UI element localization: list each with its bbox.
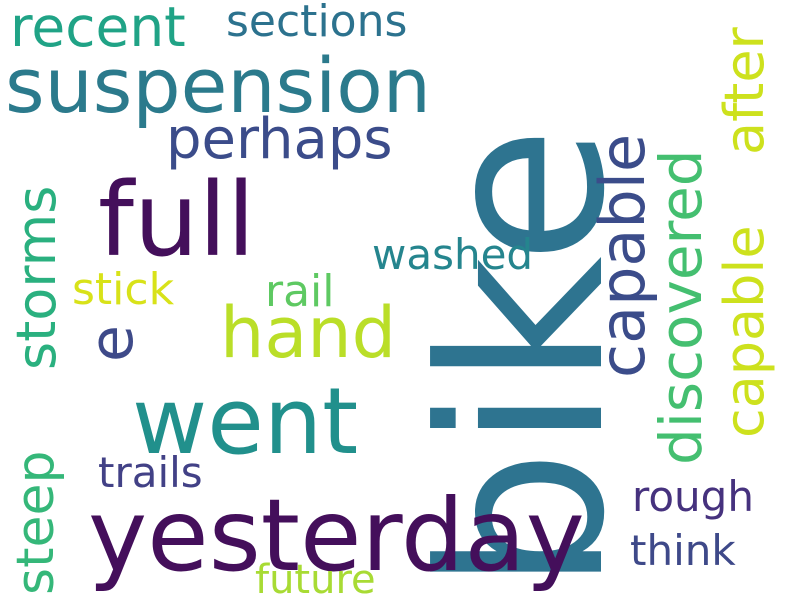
word-washed-text: washed <box>372 230 534 279</box>
word-suspension-text: suspension <box>5 41 431 130</box>
word-e-text: e <box>77 325 147 362</box>
word-yesterday: yesterday <box>88 486 618 586</box>
word-yesterday-text: yesterday <box>88 477 585 594</box>
word-sections: sections <box>226 0 461 48</box>
word-trails-text: trails <box>98 448 203 497</box>
word-perhaps-text: perhaps <box>166 107 393 172</box>
word-washed: washed <box>372 234 552 278</box>
word-perhaps: perhaps <box>166 112 421 172</box>
word-rough: rough <box>632 476 784 520</box>
word-rail-text: rail <box>265 266 335 317</box>
word-went: went <box>132 376 372 468</box>
word-steep: steep <box>6 410 68 595</box>
word-storms-text: storms <box>5 185 68 370</box>
word-steep-text: steep <box>6 450 66 595</box>
word-think-text: think <box>630 526 736 575</box>
word-full-text: full <box>98 161 256 280</box>
word-hand: hand <box>220 298 405 370</box>
word-stick-text: stick <box>72 264 175 315</box>
word-think: think <box>630 530 785 574</box>
word-after-text: after <box>713 27 776 155</box>
word-sections-text: sections <box>226 0 408 47</box>
word-e: e <box>77 318 147 362</box>
word-recent: recent <box>10 0 225 60</box>
word-suspension: suspension <box>5 48 460 128</box>
word-went-text: went <box>132 368 359 475</box>
word-capable-1-text: capable <box>586 133 659 378</box>
word-future-text: future <box>255 557 376 600</box>
word-after: after <box>713 5 778 155</box>
word-capable-2: capable <box>713 148 778 438</box>
word-recent-text: recent <box>10 0 186 59</box>
word-trails: trails <box>98 452 268 496</box>
word-capable-2-text: capable <box>713 225 776 438</box>
word-full: full <box>98 170 328 275</box>
word-storms: storms <box>5 150 70 370</box>
word-rough-text: rough <box>632 472 754 521</box>
word-hand-text: hand <box>220 292 397 374</box>
word-discovered-text: discovered <box>647 149 715 465</box>
word-future: future <box>255 560 415 600</box>
word-stick: stick <box>72 268 222 314</box>
word-rail: rail <box>265 270 385 316</box>
